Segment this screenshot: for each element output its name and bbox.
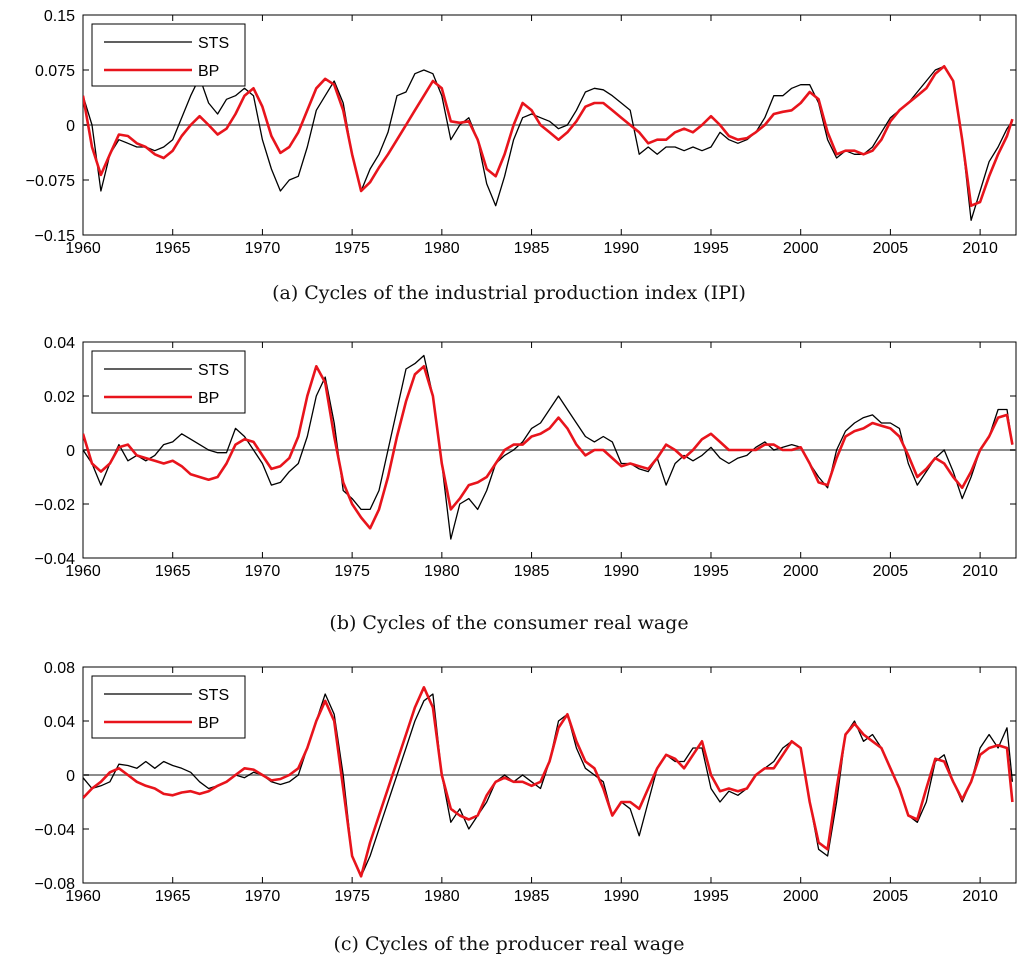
x-tick-label-c: 2005 xyxy=(873,888,909,905)
legend-box-a xyxy=(91,23,246,87)
y-tick-label-c: −0.04 xyxy=(35,822,76,839)
x-tick-label-b: 1985 xyxy=(514,563,550,580)
x-tick-label-a: 2005 xyxy=(873,240,909,257)
legend-box-c xyxy=(91,675,246,739)
x-tick-label-b: 1995 xyxy=(693,563,729,580)
series-line-sts-b xyxy=(83,354,1014,540)
x-tick-label-a: 1970 xyxy=(245,240,281,257)
x-tick-label-c: 1995 xyxy=(693,888,729,905)
legend-label-bp-a: BP xyxy=(198,63,219,80)
x-tick-label-c: 1980 xyxy=(424,888,460,905)
y-tick-label-c: 0.08 xyxy=(44,660,75,677)
x-tick-label-c: 1975 xyxy=(334,888,370,905)
x-tick-label-a: 1975 xyxy=(334,240,370,257)
x-tick-label-c: 1990 xyxy=(603,888,639,905)
x-tick-label-b: 1975 xyxy=(334,563,370,580)
y-tick-label-a: −0.075 xyxy=(26,173,75,190)
chart-a: 1960 1965 1970 1975 1980 1985 1990 1995 2000 2005… xyxy=(26,8,1017,257)
legend-box-b xyxy=(91,350,246,414)
legend-label-bp-b: BP xyxy=(198,390,219,407)
x-tick-label-b: 1960 xyxy=(65,563,101,580)
legend-b: STS BP xyxy=(91,350,246,414)
x-tick-label-c: 2010 xyxy=(962,888,998,905)
y-tick-label-c: 0 xyxy=(66,768,75,785)
y-tick-label-b: 0 xyxy=(66,443,75,460)
x-tick-label-a: 1990 xyxy=(603,240,639,257)
legend-label-sts-b: STS xyxy=(198,362,229,379)
y-tick-label-c: 0.04 xyxy=(44,714,75,731)
x-tick-label-a: 2000 xyxy=(783,240,819,257)
x-tick-label-c: 1985 xyxy=(514,888,550,905)
x-tick-label-a: 1980 xyxy=(424,240,460,257)
legend-a: STS BP xyxy=(91,23,246,87)
legend-label-bp-c: BP xyxy=(198,715,219,732)
x-tick-label-c: 2000 xyxy=(783,888,819,905)
chart-c: 1960 1965 1970 1975 1980 1985 1990 1995 2000 2005… xyxy=(35,660,1017,905)
caption-a: (a) Cycles of the industrial production … xyxy=(272,282,746,304)
x-tick-label-b: 1980 xyxy=(424,563,460,580)
legend-label-sts-a: STS xyxy=(198,35,229,52)
legend-label-sts-c: STS xyxy=(198,687,229,704)
x-tick-label-a: 1960 xyxy=(65,240,101,257)
y-tick-label-b: 0.02 xyxy=(44,389,75,406)
caption-b: (b) Cycles of the consumer real wage xyxy=(329,612,689,634)
y-tick-label-c: −0.08 xyxy=(35,876,76,893)
x-tick-label-b: 2010 xyxy=(962,563,998,580)
y-tick-label-a: 0 xyxy=(66,118,75,135)
series-line-bp-a xyxy=(83,65,1014,207)
series-line-sts-a xyxy=(83,65,1013,221)
x-tick-label-b: 1965 xyxy=(155,563,191,580)
x-tick-label-b: 2000 xyxy=(783,563,819,580)
y-tick-label-a: 0.075 xyxy=(35,63,75,80)
x-tick-label-c: 1965 xyxy=(155,888,191,905)
x-tick-label-c: 1970 xyxy=(245,888,281,905)
series-line-bp-b xyxy=(83,365,1014,530)
x-tick-label-b: 1970 xyxy=(245,563,281,580)
y-tick-label-b: 0.04 xyxy=(44,335,75,352)
x-tick-label-b: 2005 xyxy=(873,563,909,580)
x-tick-label-a: 1985 xyxy=(514,240,550,257)
series-line-bp-c xyxy=(83,686,1014,878)
x-tick-label-b: 1990 xyxy=(603,563,639,580)
x-tick-label-c: 1960 xyxy=(65,888,101,905)
chart-b: 1960 1965 1970 1975 1980 1985 1990 1995 2000 2005… xyxy=(35,335,1017,580)
x-tick-label-a: 1995 xyxy=(693,240,729,257)
x-tick-label-a: 2010 xyxy=(962,240,998,257)
y-tick-label-b: −0.02 xyxy=(35,497,76,514)
legend-c: STS BP xyxy=(91,675,246,739)
y-tick-label-b: −0.04 xyxy=(35,551,76,568)
x-tick-label-a: 1965 xyxy=(155,240,191,257)
y-tick-label-a: −0.15 xyxy=(35,228,76,245)
caption-c: (c) Cycles of the producer real wage xyxy=(333,933,685,955)
y-tick-label-a: 0.15 xyxy=(44,8,75,25)
